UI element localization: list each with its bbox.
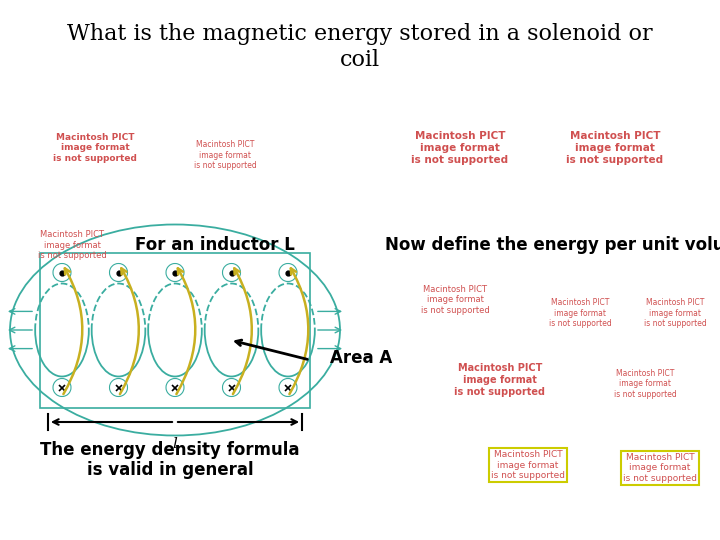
Text: For an inductor L: For an inductor L: [135, 236, 295, 254]
Text: Macintosh PICT
image format
is not supported: Macintosh PICT image format is not suppo…: [420, 285, 490, 315]
Text: l: l: [173, 437, 177, 451]
Text: Macintosh PICT
image format
is not supported: Macintosh PICT image format is not suppo…: [613, 369, 676, 399]
Text: Macintosh PICT
image format
is not supported: Macintosh PICT image format is not suppo…: [411, 131, 508, 165]
Text: Macintosh PICT
image format
is not supported: Macintosh PICT image format is not suppo…: [623, 453, 697, 483]
Text: Macintosh PICT
image format
is not supported: Macintosh PICT image format is not suppo…: [454, 363, 546, 396]
Text: The energy density formula
is valid in general: The energy density formula is valid in g…: [40, 441, 300, 480]
Text: Macintosh PICT
image format
is not supported: Macintosh PICT image format is not suppo…: [37, 230, 107, 260]
Text: Area A: Area A: [330, 349, 392, 367]
Bar: [40, 253, 310, 408]
Text: Macintosh PICT
image format
is not supported: Macintosh PICT image format is not suppo…: [491, 450, 565, 480]
Text: What is the magnetic energy stored in a solenoid or
coil: What is the magnetic energy stored in a …: [67, 23, 653, 71]
Text: Macintosh PICT
image format
is not supported: Macintosh PICT image format is not suppo…: [644, 298, 706, 328]
Text: Macintosh PICT
image format
is not supported: Macintosh PICT image format is not suppo…: [194, 140, 256, 170]
Text: Macintosh PICT
image format
is not supported: Macintosh PICT image format is not suppo…: [549, 298, 611, 328]
Text: Macintosh PICT
image format
is not supported: Macintosh PICT image format is not suppo…: [567, 131, 664, 165]
Text: Now define the energy per unit volume: Now define the energy per unit volume: [385, 236, 720, 254]
Text: Macintosh PICT
image format
is not supported: Macintosh PICT image format is not suppo…: [53, 133, 137, 163]
